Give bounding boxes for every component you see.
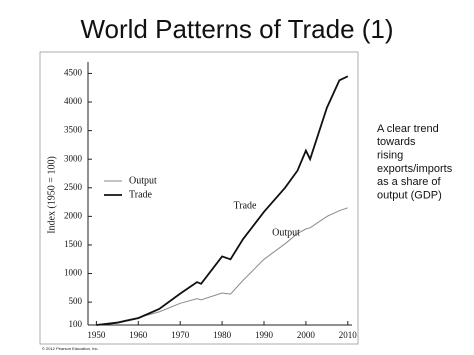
x-tick-label: 1950 <box>87 330 106 340</box>
annotation: Trade <box>234 200 258 211</box>
annotation: Output <box>272 227 300 238</box>
legend-label: Output <box>129 175 157 186</box>
y-tick-label: 3500 <box>64 125 83 135</box>
y-tick-label: 3000 <box>64 153 83 163</box>
x-tick-label: 1990 <box>255 330 274 340</box>
y-tick-label: 1500 <box>64 239 83 249</box>
side-text: exports/imports <box>377 163 453 175</box>
y-tick-label: 2500 <box>64 182 83 192</box>
y-tick-label: 2000 <box>64 210 83 220</box>
x-tick-label: 1960 <box>129 330 148 340</box>
legend-label: Trade <box>129 189 153 200</box>
side-text: output (GDP) <box>377 189 442 201</box>
y-tick-label: 100 <box>69 319 83 329</box>
y-tick-label: 4000 <box>64 96 83 106</box>
copyright: © 2012 Pearson Education, Inc. <box>42 346 99 351</box>
side-text: towards <box>377 136 416 148</box>
chart-title: World Patterns of Trade (1) <box>80 14 393 44</box>
x-tick-label: 2010 <box>339 330 358 340</box>
series-line <box>96 207 348 326</box>
x-tick-label: 1970 <box>171 330 190 340</box>
chart-frame <box>39 51 359 345</box>
series-line <box>96 75 349 326</box>
side-text: A clear trend <box>377 123 439 135</box>
y-axis-label: Index (1950 = 100) <box>46 156 57 234</box>
x-tick-label: 2000 <box>297 330 316 340</box>
x-tick-label: 1980 <box>213 330 232 340</box>
y-tick-label: 1000 <box>64 268 83 278</box>
y-tick-label: 4500 <box>64 67 83 77</box>
y-tick-label: 500 <box>69 296 83 306</box>
side-text: as a share of <box>377 176 442 188</box>
side-text: rising <box>377 150 403 162</box>
